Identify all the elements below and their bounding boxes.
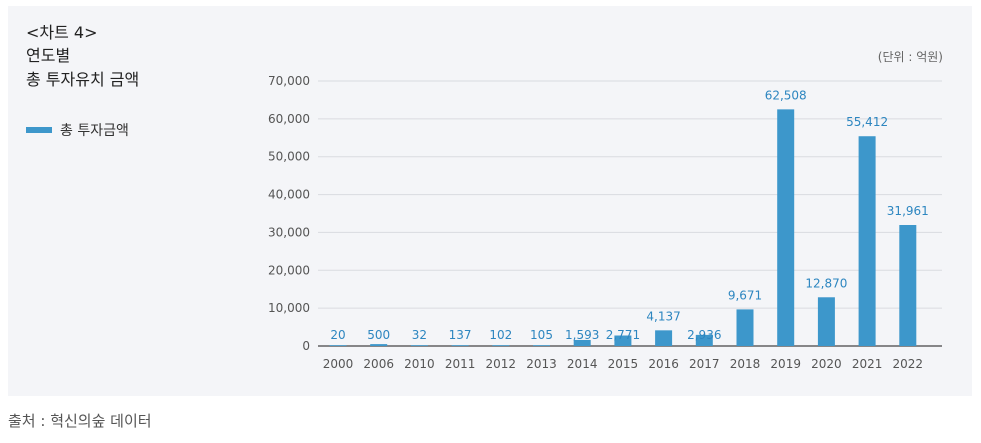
data-label: 32 (412, 328, 427, 342)
chart-title-line1: 연도별 (26, 46, 71, 65)
x-tick-label: 2013 (526, 357, 557, 371)
x-tick-label: 2020 (811, 357, 842, 371)
data-label: 12,870 (805, 276, 847, 290)
data-label: 137 (449, 328, 472, 342)
x-tick-label: 2017 (689, 357, 720, 371)
y-tick-label: 10,000 (268, 301, 310, 315)
data-label: 2,771 (606, 328, 640, 342)
data-label: 9,671 (728, 288, 762, 302)
y-tick-label: 40,000 (268, 188, 310, 202)
legend: 총 투자금액 (26, 120, 129, 140)
bar (329, 345, 347, 346)
x-tick-label: 2006 (363, 357, 394, 371)
bar (370, 344, 388, 346)
bar (451, 345, 469, 346)
x-tick-label: 2016 (648, 357, 679, 371)
bar (533, 345, 550, 346)
data-label: 1,593 (565, 328, 599, 342)
source-note: 출처 : 혁신의숲 데이터 (8, 412, 152, 430)
legend-swatch (26, 127, 52, 133)
data-label: 4,137 (646, 309, 680, 323)
chart-title-line2: 총 투자유치 금액 (26, 70, 140, 89)
x-tick-label: 2021 (852, 357, 883, 371)
data-label: 62,508 (765, 88, 807, 102)
bar (492, 345, 510, 346)
x-tick-label: 2012 (486, 357, 517, 371)
data-label: 105 (530, 328, 553, 342)
y-tick-label: 60,000 (268, 112, 310, 126)
data-label: 55,412 (846, 115, 888, 129)
y-tick-label: 70,000 (268, 74, 310, 88)
y-tick-label: 0 (302, 339, 310, 353)
legend-label: 총 투자금액 (60, 123, 129, 139)
bar (817, 297, 835, 346)
chart-tag: <차트 4> (26, 23, 98, 42)
x-tick-label: 2015 (608, 357, 639, 371)
x-tick-label: 2000 (323, 357, 354, 371)
x-tick-label: 2019 (770, 357, 801, 371)
bar (858, 136, 876, 346)
chart-header: <차트 4> 연도별 총 투자유치 금액 (26, 22, 139, 92)
bar (736, 309, 754, 346)
data-label: 102 (489, 328, 512, 342)
data-label: 31,961 (887, 204, 929, 218)
y-tick-label: 50,000 (268, 150, 310, 164)
x-tick-label: 2022 (893, 357, 924, 371)
x-tick-label: 2018 (730, 357, 761, 371)
y-tick-label: 20,000 (268, 263, 310, 277)
bar (573, 339, 591, 346)
bar (614, 335, 632, 346)
x-tick-label: 2010 (404, 357, 435, 371)
data-label: 20 (330, 328, 345, 342)
y-tick-label: 30,000 (268, 225, 310, 239)
bar (695, 334, 713, 346)
bar (655, 330, 673, 346)
x-tick-label: 2014 (567, 357, 598, 371)
bar (410, 345, 428, 346)
data-label: 500 (367, 328, 390, 342)
chart-panel (8, 6, 972, 396)
data-label: 2,936 (687, 328, 721, 342)
x-tick-label: 2011 (445, 357, 476, 371)
unit-note: (단위 : 억원) (877, 50, 943, 64)
bar (777, 109, 795, 346)
bar (899, 225, 917, 346)
